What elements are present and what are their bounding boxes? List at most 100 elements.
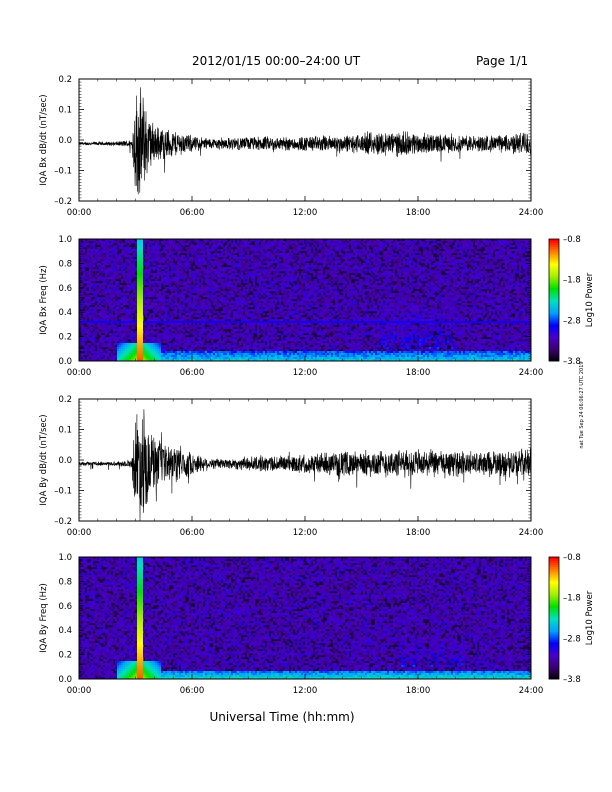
spectrogram-cell <box>267 313 270 316</box>
spectrogram-cell <box>191 259 194 262</box>
spectrogram-cell <box>249 261 252 264</box>
spectrogram-cell <box>233 269 236 272</box>
spectrogram-cell <box>269 323 272 326</box>
spectrogram-cell <box>101 291 104 294</box>
spectrogram-cell <box>97 329 100 332</box>
spectrogram-cell <box>105 299 108 302</box>
spectrogram-cell <box>211 357 214 360</box>
spectrogram-cell <box>109 357 112 360</box>
spectrogram-cell <box>177 313 180 316</box>
spectrogram-cell <box>107 337 110 340</box>
spectrogram-cell <box>213 265 216 268</box>
spectrogram-cell <box>141 285 144 288</box>
spectrogram-cell <box>231 319 234 322</box>
spectrogram-cell <box>155 331 158 334</box>
spectrogram-cell <box>181 307 184 310</box>
spectrogram-cell <box>189 355 192 358</box>
spectrogram-cell <box>197 351 200 354</box>
spectrogram-cell <box>193 355 196 358</box>
spectrogram-cell <box>263 331 266 334</box>
spectrogram-cell <box>271 297 274 300</box>
spectrogram-cell <box>235 263 238 266</box>
spectrogram-cell <box>265 279 268 282</box>
spectrogram-cell <box>245 351 248 354</box>
spectrogram-cell <box>237 287 240 290</box>
spectrogram-cell <box>225 315 228 318</box>
spectrogram-cell <box>113 241 116 244</box>
spectrogram-cell <box>97 355 100 358</box>
spectrogram-cell <box>105 247 108 250</box>
spectrogram-cell <box>151 281 154 284</box>
spectrogram-cell <box>263 255 266 258</box>
spectrogram-cell <box>189 331 192 334</box>
spectrogram-cell <box>235 321 238 324</box>
spectrogram-cell <box>235 297 238 300</box>
spectrogram-cell <box>185 343 188 346</box>
spectrogram-cell <box>175 303 178 306</box>
spectrogram-cell <box>95 257 98 260</box>
spectrogram-cell <box>109 289 112 292</box>
spectrogram-cell <box>135 299 138 302</box>
spectrogram-cell <box>97 269 100 272</box>
spectrogram-cell <box>219 265 222 268</box>
spectrogram-cell <box>237 273 240 276</box>
spectrogram-cell <box>187 301 190 304</box>
spectrogram-cell <box>83 263 86 266</box>
spectrogram-cell <box>239 357 242 360</box>
spectrogram-cell <box>99 323 102 326</box>
spectrogram-cell <box>189 251 192 254</box>
spectrogram-cell <box>249 301 252 304</box>
spectrogram-cell <box>193 337 196 340</box>
spectrogram-cell <box>147 347 150 350</box>
spectrogram-cell <box>273 353 276 356</box>
spectrogram-cell <box>263 321 266 324</box>
spectrogram-cell <box>237 317 240 320</box>
spectrogram-cell <box>175 327 178 330</box>
spectrogram-cell <box>259 325 262 328</box>
spectrogram-cell <box>245 295 248 298</box>
spectrogram-cell <box>219 313 222 316</box>
spectrogram-cell <box>79 353 82 356</box>
spectrogram-cell <box>167 279 170 282</box>
spectrogram-cell <box>243 269 246 272</box>
spectrogram-cell <box>153 357 156 360</box>
spectrogram-cell <box>207 359 210 362</box>
spectrogram-cell <box>103 243 106 246</box>
spectrogram-cell <box>261 299 264 302</box>
spectrogram-cell <box>261 241 264 244</box>
spectrogram-cell <box>139 339 142 342</box>
spectrogram-cell <box>171 307 174 310</box>
spectrogram-cell <box>187 251 190 254</box>
spectrogram-cell <box>231 291 234 294</box>
spectrogram-cell <box>113 335 116 338</box>
spectrogram-cell <box>253 245 256 248</box>
spectrogram-cell <box>227 327 230 330</box>
spectrogram-cell <box>211 351 214 354</box>
spectrogram-cell <box>121 293 124 296</box>
spectrogram-cell <box>267 305 270 308</box>
spectrogram-cell <box>93 241 96 244</box>
spectrogram-cell <box>263 341 266 344</box>
spectrogram-cell <box>101 323 104 326</box>
spectrogram-cell <box>139 307 142 310</box>
spectrogram-cell <box>105 275 108 278</box>
spectrogram-cell <box>233 317 236 320</box>
spectrogram-cell <box>87 253 90 256</box>
spectrogram-cell <box>85 297 88 300</box>
spectrogram-cell <box>167 257 170 260</box>
spectrogram-cell <box>189 357 192 360</box>
spectrogram-cell <box>247 257 250 260</box>
spectrogram-cell <box>265 347 268 350</box>
spectrogram-cell <box>187 333 190 336</box>
spectrogram-cell <box>173 323 176 326</box>
spectrogram-cell <box>167 301 170 304</box>
spectrogram-cell <box>175 339 178 342</box>
spectrogram-cell <box>267 291 270 294</box>
spectrogram-cell <box>145 289 148 292</box>
spectrogram-cell <box>105 355 108 358</box>
spectrogram-cell <box>259 309 262 312</box>
spectrogram-cell <box>213 315 216 318</box>
spectrogram-cell <box>81 249 84 252</box>
spectrogram-cell <box>117 263 120 266</box>
spectrogram-cell <box>273 327 276 330</box>
